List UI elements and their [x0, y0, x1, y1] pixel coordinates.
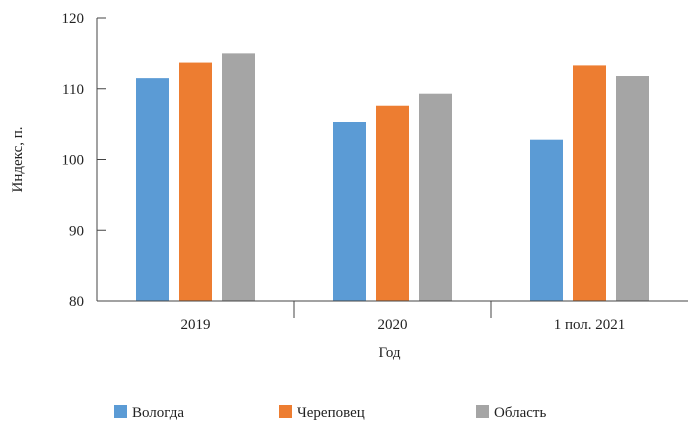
x-axis-title: Год — [378, 345, 400, 361]
y-tick-label: 120 — [62, 11, 85, 27]
legend-swatch — [279, 405, 292, 418]
x-tick-label: 2019 — [181, 317, 211, 333]
bars-layer — [136, 53, 649, 301]
x-tick-label: 1 пол. 2021 — [554, 317, 626, 333]
y-tick-label: 90 — [69, 223, 84, 239]
x-tick-label: 2020 — [378, 317, 408, 333]
y-tick-label: 100 — [62, 153, 85, 169]
bar — [573, 65, 606, 301]
legend-label: Вологда — [132, 405, 184, 421]
bar — [376, 106, 409, 301]
legend: Вологда Череповец Область — [114, 405, 546, 421]
y-tick-label: 80 — [69, 294, 84, 310]
bar — [222, 53, 255, 301]
bar — [419, 94, 452, 301]
x-ticks: 2019 2020 1 пол. 2021 — [181, 301, 626, 333]
legend-label: Череповец — [297, 405, 365, 421]
y-ticks: 80 90 100 110 120 — [62, 11, 107, 310]
bar — [616, 76, 649, 301]
y-tick-label: 110 — [62, 82, 84, 98]
legend-swatch — [476, 405, 489, 418]
bar — [179, 63, 212, 301]
bar — [530, 140, 563, 301]
y-axis-title: Индекс, п. — [10, 127, 26, 193]
legend-swatch — [114, 405, 127, 418]
bar — [136, 78, 169, 301]
legend-label: Область — [494, 405, 546, 421]
bar — [333, 122, 366, 301]
